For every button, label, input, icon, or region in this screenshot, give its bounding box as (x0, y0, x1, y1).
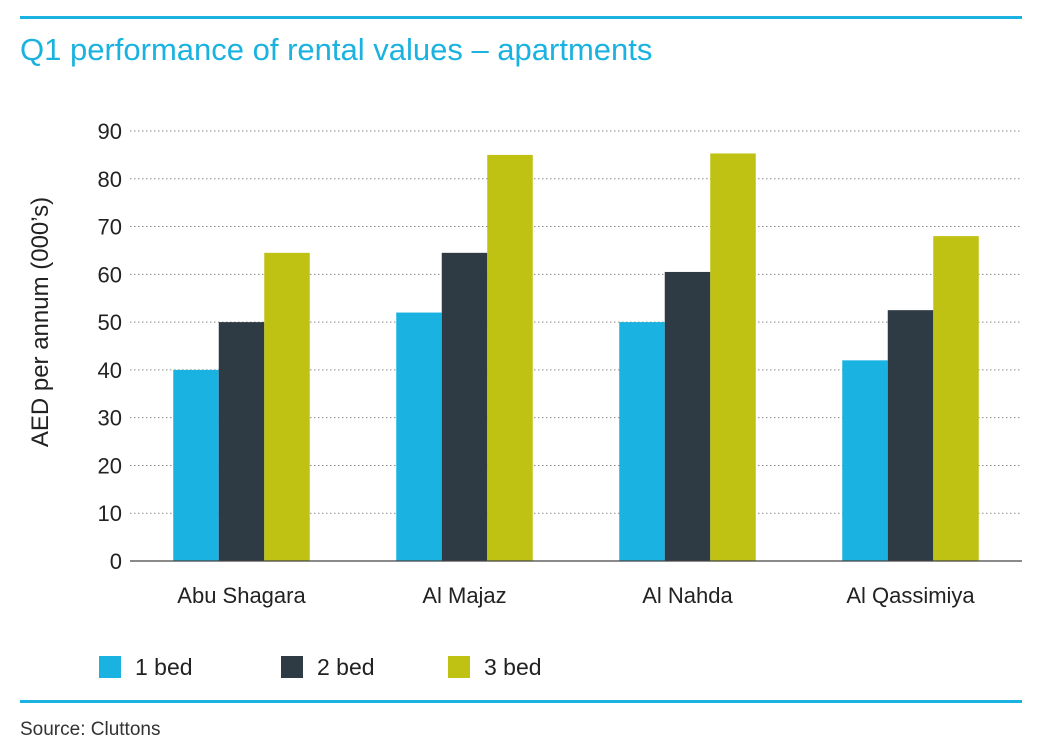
source-note: Source: Cluttons (20, 719, 161, 740)
bar-2-bed-al-nahda (664, 271, 711, 561)
bar-3-bed-abu-shagara (264, 252, 310, 562)
y-tick-label: 30 (98, 406, 122, 431)
legend-swatch (99, 656, 121, 678)
y-tick-label: 70 (98, 215, 122, 240)
y-axis-label: AED per annum (000’s) (27, 197, 54, 447)
bar-3-bed-al-majaz (487, 154, 533, 561)
y-tick-label: 40 (98, 358, 122, 383)
bar-1-bed-abu-shagara (173, 369, 219, 561)
chart-title: Q1 performance of rental values – apartm… (20, 32, 653, 67)
x-tick-label: Al Nahda (642, 583, 733, 608)
x-tick-label: Al Majaz (422, 583, 506, 608)
bar-2-bed-al-majaz (441, 252, 488, 562)
legend-label: 2 bed (317, 653, 375, 680)
legend-label: 3 bed (484, 653, 542, 680)
y-tick-label: 80 (98, 167, 122, 192)
y-tick-label: 20 (98, 453, 122, 478)
bar-1-bed-al-qassimiya (842, 360, 888, 561)
legend-item: 3 bed (448, 652, 542, 682)
bottom-rule (20, 700, 1022, 703)
y-tick-label: 90 (98, 119, 122, 144)
y-tick-label: 50 (98, 310, 122, 335)
y-tick-label: 60 (98, 262, 122, 287)
legend-label: 1 bed (135, 653, 193, 680)
bar-2-bed-abu-shagara (218, 322, 265, 561)
legend-item: 2 bed (281, 652, 375, 682)
bar-3-bed-al-qassimiya (933, 236, 979, 561)
bar-3-bed-al-nahda (710, 153, 756, 561)
y-tick-label: 0 (110, 549, 122, 574)
top-rule (20, 16, 1022, 19)
bar-1-bed-al-majaz (396, 312, 442, 561)
bar-1-bed-al-nahda (619, 322, 665, 561)
bar-chart: 0 10 20 30 40 50 60 70 80 90 Abu Shagara Al Majaz A… (27, 119, 1022, 608)
bar-2-bed-al-qassimiya (887, 310, 934, 561)
x-tick-label: Abu Shagara (177, 583, 306, 608)
legend-swatch (448, 656, 470, 678)
legend-swatch (281, 656, 303, 678)
legend-item: 1 bed (99, 652, 193, 682)
y-tick-label: 10 (98, 501, 122, 526)
x-tick-label: Al Qassimiya (846, 583, 975, 608)
